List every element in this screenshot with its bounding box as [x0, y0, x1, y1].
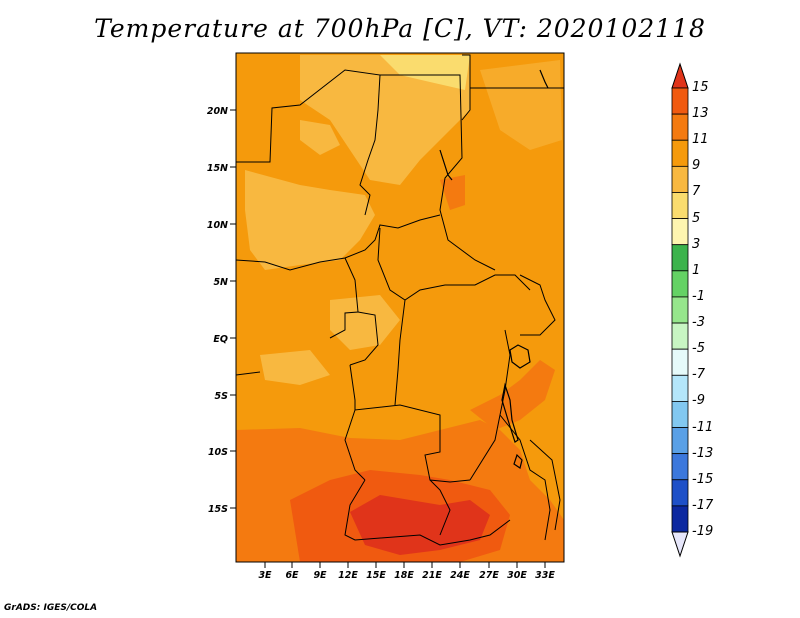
- lat-tick-label: EQ: [213, 334, 228, 345]
- colorbar-block: [671, 479, 689, 507]
- colorbar-label: -9: [692, 393, 705, 409]
- colorbar-label: 9: [692, 158, 701, 174]
- lat-tick-label: 10S: [208, 447, 228, 458]
- colorbar-block: [671, 401, 689, 428]
- lon-tick-label: 9E: [313, 570, 327, 581]
- colorbar-block: [671, 113, 689, 141]
- lon-tick-label: 6E: [285, 570, 299, 581]
- band-5-7-north: [380, 55, 470, 90]
- colorbar-label: -19: [692, 524, 714, 539]
- colorbar: [671, 62, 689, 558]
- hot-band-east: [470, 360, 555, 430]
- colorbar-block: [671, 165, 689, 193]
- lat-tick-label: 10N: [207, 220, 228, 231]
- colorbar-block: [671, 348, 689, 376]
- colorbar-block: [671, 427, 689, 455]
- colorbar-label: 3: [692, 236, 701, 252]
- warm-patch-northeast: [480, 60, 562, 150]
- lat-tick-label: 15S: [208, 504, 228, 515]
- lat-tick-label: 5N: [213, 277, 228, 288]
- colorbar-label: -17: [692, 497, 714, 513]
- colorbar-block: [671, 139, 689, 167]
- lon-tick-label: 18E: [394, 570, 414, 581]
- lon-tick-label: 3E: [258, 570, 272, 581]
- colorbar-block: [671, 244, 689, 272]
- colorbar-label: -5: [692, 341, 705, 357]
- hottest-core: [350, 495, 490, 555]
- colorbar-block: [671, 453, 689, 481]
- warm-patch-coast: [260, 350, 330, 385]
- lake-outlines: [439, 69, 549, 469]
- colorbar-block: [671, 270, 689, 298]
- longitude-axis: 3E 6E 9E 12E 15E 18E 21E 24E 27E 30E 33E: [258, 562, 555, 581]
- colorbar-label: -1: [692, 288, 705, 304]
- country-borders: [236, 54, 564, 546]
- lat-tick-label: 15N: [207, 163, 228, 174]
- colorbar-block: [671, 374, 689, 402]
- lat-tick-label: 5S: [215, 391, 229, 402]
- colorbar-block: [671, 296, 689, 324]
- colorbar-block: [671, 218, 689, 246]
- colorbar-top-arrow: [671, 62, 689, 89]
- colorbar-label: -3: [692, 315, 705, 331]
- colorbar-label: 7: [692, 184, 701, 200]
- lon-tick-label: 27E: [479, 570, 499, 581]
- colorbar-label: -13: [692, 445, 714, 461]
- lon-tick-label: 33E: [535, 570, 555, 581]
- colorbar-bottom-arrow: [671, 531, 689, 558]
- colorbar-block: [671, 192, 689, 219]
- warm-band-north: [300, 55, 470, 185]
- chart-title: Temperature at 700hPa [C], VT: 202010211…: [94, 14, 706, 43]
- colorbar-label: 1: [692, 262, 701, 278]
- lon-tick-label: 30E: [507, 570, 527, 581]
- lon-tick-label: 24E: [450, 570, 470, 581]
- lat-tick-label: 20N: [207, 106, 228, 117]
- colorbar-label: -11: [692, 419, 714, 435]
- map-frame: [235, 52, 565, 563]
- warm-patch-gabon: [330, 295, 400, 350]
- colorbar-block: [671, 322, 689, 350]
- colorbar-blocks: [671, 87, 689, 533]
- colorbar-label: -15: [692, 471, 714, 487]
- colorbar-label: 15: [692, 80, 709, 95]
- lon-tick-label: 12E: [338, 570, 358, 581]
- colorbar-label: -7: [692, 367, 705, 383]
- lon-tick-label: 15E: [366, 570, 386, 581]
- warm-band-nigeria: [245, 170, 375, 270]
- colorbar-block: [671, 505, 689, 533]
- footer-credit: GrADS: IGES/COLA: [4, 603, 98, 613]
- colorbar-block: [671, 87, 689, 115]
- colorbar-label: 5: [692, 210, 701, 226]
- temperature-field: [236, 53, 564, 562]
- colorbar-label: 13: [692, 106, 709, 122]
- warm-patch-sahel: [300, 120, 340, 155]
- hot-patch-chad: [440, 175, 465, 210]
- latitude-axis: 20N 15N 10N 5N EQ 5S 10S 15S: [207, 106, 236, 515]
- lon-tick-label: 21E: [422, 570, 442, 581]
- colorbar-label: 11: [692, 132, 709, 148]
